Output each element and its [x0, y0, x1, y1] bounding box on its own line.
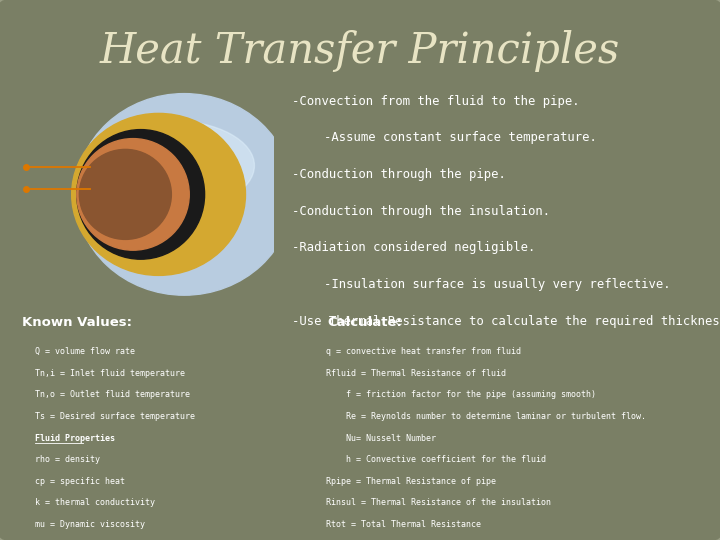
Ellipse shape — [76, 93, 293, 295]
Text: Known Values:: Known Values: — [22, 316, 132, 329]
Text: -Use Thermal Resistance to calculate the required thickness.: -Use Thermal Resistance to calculate the… — [292, 315, 720, 328]
Text: Heat Transfer Principles: Heat Transfer Principles — [100, 30, 620, 72]
Text: k = thermal conductivity: k = thermal conductivity — [35, 498, 155, 508]
Ellipse shape — [79, 150, 171, 239]
Text: Rinsul = Thermal Resistance of the insulation: Rinsul = Thermal Resistance of the insul… — [326, 498, 552, 508]
Text: mu = Dynamic viscosity: mu = Dynamic viscosity — [35, 520, 145, 529]
Text: -Insulation surface is usually very reflective.: -Insulation surface is usually very refl… — [324, 278, 670, 291]
Text: -Assume constant surface temperature.: -Assume constant surface temperature. — [324, 131, 597, 144]
Text: cp = specific heat: cp = specific heat — [35, 477, 125, 486]
Ellipse shape — [89, 120, 254, 211]
Text: Re = Reynolds number to determine laminar or turbulent flow.: Re = Reynolds number to determine lamina… — [326, 412, 646, 421]
Ellipse shape — [72, 113, 246, 275]
Text: q = convective heat transfer from fluid: q = convective heat transfer from fluid — [326, 347, 521, 356]
Text: -Conduction through the insulation.: -Conduction through the insulation. — [292, 205, 550, 218]
Text: rho = density: rho = density — [35, 455, 99, 464]
Text: Q = volume flow rate: Q = volume flow rate — [35, 347, 135, 356]
Text: h = Convective coefficient for the fluid: h = Convective coefficient for the fluid — [326, 455, 546, 464]
Text: -Convection from the fluid to the pipe.: -Convection from the fluid to the pipe. — [292, 94, 579, 107]
Text: Rtot = Total Thermal Resistance: Rtot = Total Thermal Resistance — [326, 520, 481, 529]
Text: Fluid Properties: Fluid Properties — [35, 434, 114, 443]
Text: Ts = Desired surface temperature: Ts = Desired surface temperature — [35, 412, 194, 421]
Text: -Radiation considered negligible.: -Radiation considered negligible. — [292, 241, 535, 254]
Ellipse shape — [77, 130, 204, 259]
Text: -Conduction through the pipe.: -Conduction through the pipe. — [292, 168, 505, 181]
Text: Tn,o = Outlet fluid temperature: Tn,o = Outlet fluid temperature — [35, 390, 189, 400]
Text: Rpipe = Thermal Resistance of pipe: Rpipe = Thermal Resistance of pipe — [326, 477, 496, 486]
Ellipse shape — [77, 139, 189, 250]
Text: Nu= Nusselt Number: Nu= Nusselt Number — [326, 434, 436, 443]
Text: Calculate:: Calculate: — [328, 316, 402, 329]
Text: Tn,i = Inlet fluid temperature: Tn,i = Inlet fluid temperature — [35, 369, 184, 378]
Text: f = friction factor for the pipe (assuming smooth): f = friction factor for the pipe (assumi… — [326, 390, 596, 400]
Text: Rfluid = Thermal Resistance of fluid: Rfluid = Thermal Resistance of fluid — [326, 369, 506, 378]
